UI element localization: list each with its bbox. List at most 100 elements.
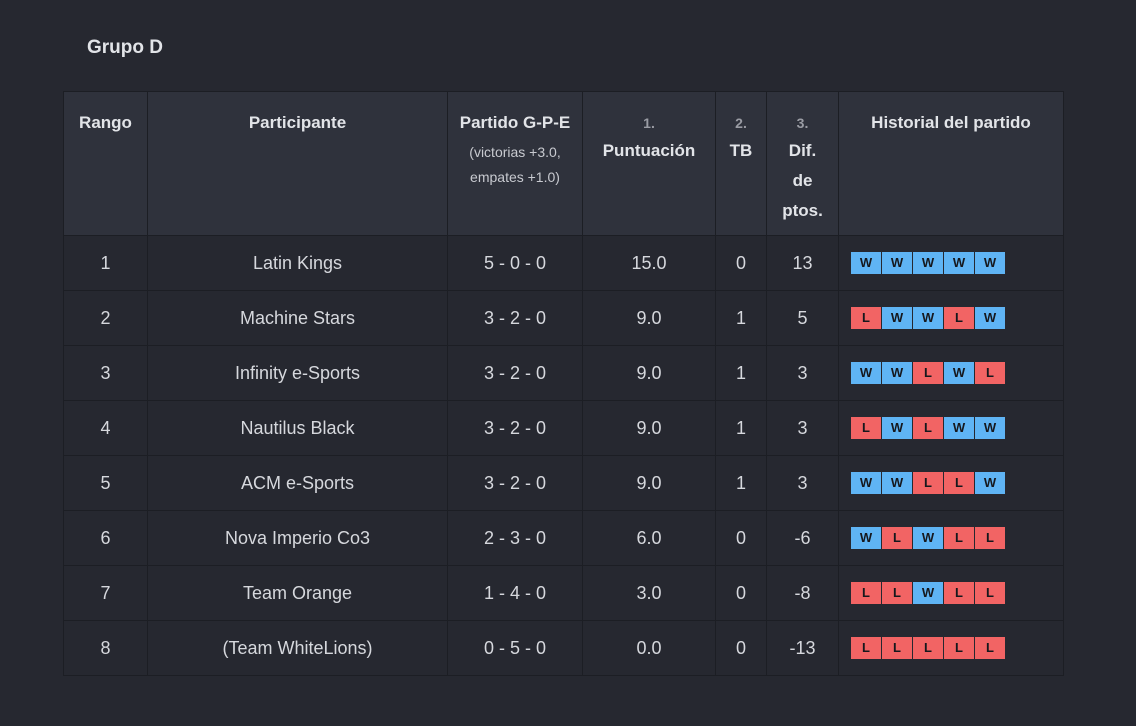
loss-badge[interactable]: L bbox=[944, 527, 974, 549]
loss-badge[interactable]: L bbox=[975, 582, 1005, 604]
participant-cell[interactable]: Nova Imperio Co3 bbox=[147, 510, 448, 566]
point-diff-cell: 3 bbox=[766, 400, 839, 456]
header-tb[interactable]: 2. TB bbox=[715, 91, 767, 236]
loss-badge[interactable]: L bbox=[851, 417, 881, 439]
rank-cell: 5 bbox=[63, 455, 148, 511]
header-point-diff-label: Dif. de ptos. bbox=[782, 141, 823, 220]
point-diff-cell: 3 bbox=[766, 345, 839, 401]
win-badge[interactable]: W bbox=[882, 307, 912, 329]
tb-cell: 0 bbox=[715, 565, 767, 621]
loss-badge[interactable]: L bbox=[913, 637, 943, 659]
header-point-diff[interactable]: 3. Dif. de ptos. bbox=[766, 91, 839, 236]
header-row: Rango Participante Partido G-P-E (victor… bbox=[63, 91, 1064, 236]
win-badge[interactable]: W bbox=[975, 307, 1005, 329]
point-diff-cell: -6 bbox=[766, 510, 839, 566]
win-badge[interactable]: W bbox=[913, 527, 943, 549]
loss-badge[interactable]: L bbox=[882, 637, 912, 659]
win-badge[interactable]: W bbox=[975, 472, 1005, 494]
win-badge[interactable]: W bbox=[944, 362, 974, 384]
participant-cell[interactable]: (Team WhiteLions) bbox=[147, 620, 448, 676]
header-match-record-title: Partido G-P-E bbox=[459, 113, 571, 132]
loss-badge[interactable]: L bbox=[975, 637, 1005, 659]
point-diff-cell: -8 bbox=[766, 565, 839, 621]
win-badge[interactable]: W bbox=[913, 582, 943, 604]
win-badge[interactable]: W bbox=[851, 472, 881, 494]
win-badge[interactable]: W bbox=[975, 417, 1005, 439]
win-badge[interactable]: W bbox=[851, 362, 881, 384]
loss-badge[interactable]: L bbox=[944, 472, 974, 494]
header-score-number: 1. bbox=[643, 115, 655, 131]
group-title: Grupo D bbox=[87, 37, 163, 58]
tb-cell: 0 bbox=[715, 235, 767, 291]
rank-cell: 6 bbox=[63, 510, 148, 566]
header-point-diff-number: 3. bbox=[796, 115, 809, 131]
participant-cell[interactable]: Nautilus Black bbox=[147, 400, 448, 456]
score-cell: 9.0 bbox=[582, 345, 716, 401]
win-badge[interactable]: W bbox=[913, 307, 943, 329]
header-score[interactable]: 1. Puntuación bbox=[582, 91, 716, 236]
rank-cell: 7 bbox=[63, 565, 148, 621]
record-cell: 2 - 3 - 0 bbox=[447, 510, 583, 566]
score-cell: 9.0 bbox=[582, 290, 716, 346]
score-cell: 9.0 bbox=[582, 400, 716, 456]
win-badge[interactable]: W bbox=[944, 252, 974, 274]
header-match-record-sub1: (victorias +3.0, bbox=[469, 144, 561, 160]
loss-badge[interactable]: L bbox=[882, 527, 912, 549]
tb-cell: 0 bbox=[715, 620, 767, 676]
score-cell: 3.0 bbox=[582, 565, 716, 621]
loss-badge[interactable]: L bbox=[975, 527, 1005, 549]
participant-cell[interactable]: Machine Stars bbox=[147, 290, 448, 346]
loss-badge[interactable]: L bbox=[851, 307, 881, 329]
win-badge[interactable]: W bbox=[851, 527, 881, 549]
header-match-history[interactable]: Historial del partido bbox=[838, 91, 1064, 236]
point-diff-cell: 3 bbox=[766, 455, 839, 511]
loss-badge[interactable]: L bbox=[913, 472, 943, 494]
rank-cell: 8 bbox=[63, 620, 148, 676]
header-match-record[interactable]: Partido G-P-E (victorias +3.0, empates +… bbox=[447, 91, 583, 236]
score-cell: 6.0 bbox=[582, 510, 716, 566]
win-badge[interactable]: W bbox=[913, 252, 943, 274]
loss-badge[interactable]: L bbox=[944, 582, 974, 604]
loss-badge[interactable]: L bbox=[851, 582, 881, 604]
participant-cell[interactable]: Infinity e-Sports bbox=[147, 345, 448, 401]
win-badge[interactable]: W bbox=[975, 252, 1005, 274]
participant-cell[interactable]: Latin Kings bbox=[147, 235, 448, 291]
participant-cell[interactable]: Team Orange bbox=[147, 565, 448, 621]
tb-cell: 1 bbox=[715, 345, 767, 401]
header-rank[interactable]: Rango bbox=[63, 91, 148, 236]
win-badge[interactable]: W bbox=[882, 362, 912, 384]
loss-badge[interactable]: L bbox=[882, 582, 912, 604]
point-diff-cell: 5 bbox=[766, 290, 839, 346]
win-badge[interactable]: W bbox=[882, 472, 912, 494]
loss-badge[interactable]: L bbox=[944, 307, 974, 329]
record-cell: 5 - 0 - 0 bbox=[447, 235, 583, 291]
loss-badge[interactable]: L bbox=[913, 417, 943, 439]
win-badge[interactable]: W bbox=[944, 417, 974, 439]
score-cell: 0.0 bbox=[582, 620, 716, 676]
win-badge[interactable]: W bbox=[851, 252, 881, 274]
loss-badge[interactable]: L bbox=[975, 362, 1005, 384]
win-badge[interactable]: W bbox=[882, 417, 912, 439]
header-participant[interactable]: Participante bbox=[147, 91, 448, 236]
participant-cell[interactable]: ACM e-Sports bbox=[147, 455, 448, 511]
loss-badge[interactable]: L bbox=[851, 637, 881, 659]
win-badge[interactable]: W bbox=[882, 252, 912, 274]
loss-badge[interactable]: L bbox=[944, 637, 974, 659]
rank-cell: 2 bbox=[63, 290, 148, 346]
loss-badge[interactable]: L bbox=[913, 362, 943, 384]
record-cell: 3 - 2 - 0 bbox=[447, 290, 583, 346]
